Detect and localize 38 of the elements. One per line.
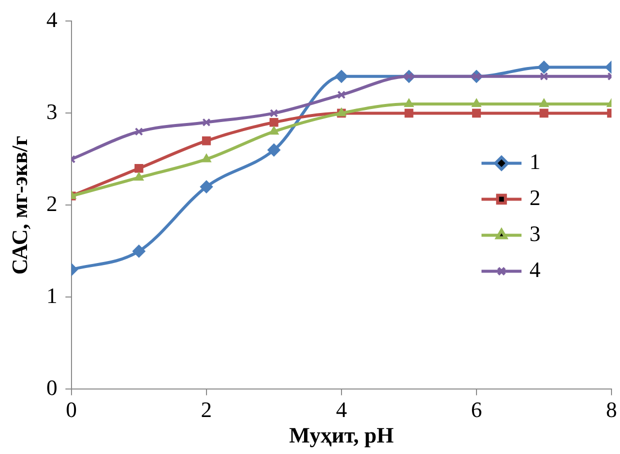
y-tick-label: 0 [46,374,58,400]
point [202,136,211,146]
point [270,109,278,118]
point [337,90,346,99]
point [540,72,548,81]
legend-label: 2 [530,184,540,210]
point [202,154,212,162]
point [472,98,482,107]
point [200,180,213,194]
x-tick-label: 0 [66,397,77,422]
point [270,118,278,127]
legend-label: 3 [530,220,540,246]
point [202,118,211,127]
legend-label: 1 [530,148,540,174]
x-tick-label: 4 [336,397,347,422]
point [134,164,144,173]
point [472,108,481,118]
point [540,108,548,118]
point [134,127,144,136]
x-tick-label: 6 [470,397,482,422]
x-axis-title: Муҳит, pH [289,422,394,448]
point [269,126,279,135]
point [404,98,414,107]
point [334,70,348,83]
y-tick-label: 2 [46,190,58,216]
y-tick-label: 3 [46,98,58,124]
y-axis-title: САС, мг-экв/г [6,136,32,275]
y-tick-label: 1 [46,282,58,308]
point [539,98,549,107]
x-tick-label: 8 [606,397,617,422]
legend-label: 4 [530,256,540,282]
point [134,172,144,181]
y-tick-label: 4 [46,6,58,32]
point [537,60,550,74]
point [267,144,280,156]
point [132,244,146,258]
point [404,108,414,118]
x-tick-label: 2 [200,397,212,422]
